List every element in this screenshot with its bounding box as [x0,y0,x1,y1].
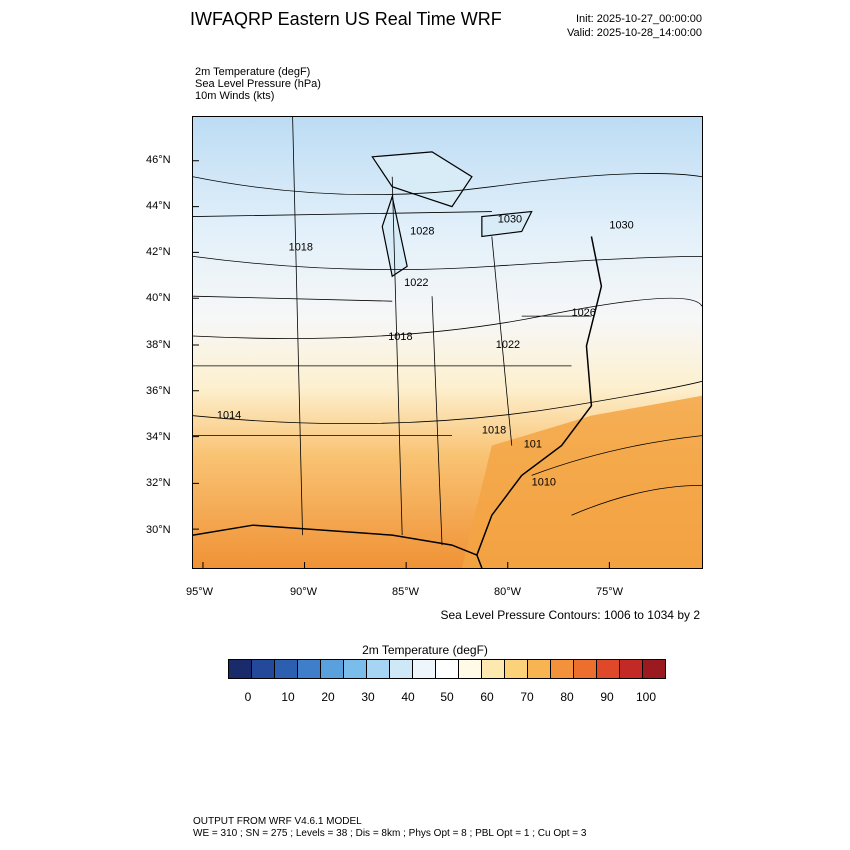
isobar-label: 1014 [217,410,241,422]
colorbar-label: 50 [440,690,454,704]
isobar-label: 1018 [289,241,313,253]
lat-label: 40°N [146,292,171,304]
colorbar-swatch [413,660,436,678]
colorbar-swatch [597,660,620,678]
colorbar-swatch [252,660,275,678]
weather-map: 1030 1028 1018 1030 1022 1026 1018 1022 … [192,116,703,569]
isobar-label: 1022 [404,277,428,289]
lat-label: 34°N [146,431,171,443]
valid-time: Valid: 2025-10-28_14:00:00 [567,27,702,39]
isobar-label: 1026 [572,307,596,319]
map-title: IWFAQRP Eastern US Real Time WRF [190,9,502,29]
colorbar-swatch [275,660,298,678]
colorbar-title: 2m Temperature (degF) [362,643,488,657]
isobar-label: 1018 [388,331,412,343]
footer-model: OUTPUT FROM WRF V4.6.1 MODEL [193,816,362,827]
isobar-label: 1018 [482,425,506,437]
colorbar-swatch [390,660,413,678]
colorbar-label: 100 [635,690,657,704]
init-time: Init: 2025-10-27_00:00:00 [576,13,702,25]
colorbar-swatch [298,660,321,678]
colorbar-swatch [321,660,344,678]
gulf-coast [193,524,478,556]
lat-label: 30°N [146,524,171,536]
lat-label: 42°N [146,246,171,258]
colorbar-swatch [505,660,528,678]
lat-label: 32°N [146,477,171,489]
colorbar-swatch [551,660,574,678]
colorbar-label: 20 [321,690,335,704]
colorbar-swatch [528,660,551,678]
lon-label: 75°W [596,586,624,598]
isobar-label: 1028 [410,225,434,237]
colorbar-label: 30 [361,690,375,704]
colorbar-swatch [574,660,597,678]
colorbar-label: 0 [244,690,252,704]
isobar-label: 1030 [498,214,522,226]
isobar-label: 1022 [496,339,520,351]
lat-label: 46°N [146,154,171,166]
isobar-label: 101 [524,439,542,451]
lon-label: 90°W [290,586,318,598]
isobar-label: 1030 [609,220,633,232]
footer-config: WE = 310 ; SN = 275 ; Levels = 38 ; Dis … [193,828,587,839]
lon-label: 95°W [186,586,214,598]
colorbar-swatch [229,660,252,678]
contour-note: Sea Level Pressure Contours: 1006 to 103… [440,608,701,622]
colorbar-label: 80 [560,690,574,704]
colorbar-label: 60 [480,690,494,704]
isobars [193,173,702,516]
field-label-temperature: 2m Temperature (degF) [195,66,311,78]
field-label-pressure: Sea Level Pressure (hPa) [195,78,321,90]
lat-label: 36°N [146,385,171,397]
colorbar-swatch [482,660,505,678]
colorbar-swatch [620,660,643,678]
isobar-label: 1010 [532,476,556,488]
lat-label: 38°N [146,339,171,351]
colorbar-swatch [367,660,390,678]
colorbar-swatch [643,660,665,678]
colorbar-swatch [344,660,367,678]
graticule [193,160,610,568]
colorbar [228,659,666,679]
lat-label: 44°N [146,200,171,212]
colorbar-label: 40 [401,690,415,704]
colorbar-swatch [459,660,482,678]
colorbar-label: 10 [281,690,295,704]
lon-label: 80°W [494,586,522,598]
field-label-winds: 10m Winds (kts) [195,90,275,102]
colorbar-label: 70 [520,690,534,704]
lon-label: 85°W [392,586,420,598]
warm-ocean-region [461,395,702,568]
colorbar-label: 90 [600,690,614,704]
colorbar-swatch [436,660,459,678]
